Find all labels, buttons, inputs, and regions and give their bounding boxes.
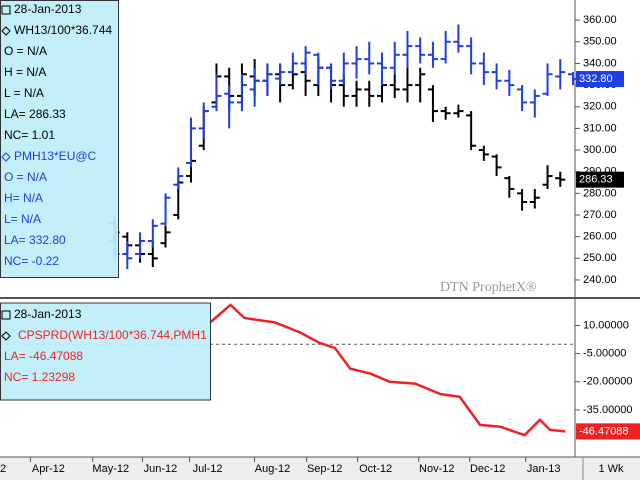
y-tick-label: -20.00000 (583, 376, 633, 388)
interval-label: 1 Wk (598, 463, 624, 475)
last-value-box (576, 71, 624, 88)
legend-name: CPSPRD(WH13/100*36.744,PMH1 (18, 328, 207, 342)
x-tick-label: Oct-12 (359, 463, 392, 475)
legend-info: O = N/A (4, 44, 47, 58)
x-tick-label: Jul-12 (193, 463, 223, 475)
y-tick-label: 270.00 (583, 209, 617, 221)
legend-info: H = N/A (4, 65, 46, 79)
legend-info: NC= -0.22 (4, 254, 59, 268)
legend-date: 28-Jan-2013 (14, 2, 82, 16)
spread-line (209, 303, 566, 437)
y-tick-label: 10.00000 (583, 319, 629, 331)
x-tick-label: May-12 (92, 463, 129, 475)
date-icon (1, 5, 11, 15)
legend-info: O = N/A (4, 170, 47, 184)
y-tick-label: 260.00 (583, 231, 617, 243)
legend-name: PMH13*EU@C (14, 149, 97, 163)
last-value-box (576, 171, 624, 188)
y-tick-label: -35.00000 (583, 404, 633, 416)
y-tick-label: -5.00000 (583, 348, 626, 360)
legend-info: LA= -46.47088 (4, 349, 83, 363)
last-value-label: 286.33 (579, 174, 613, 186)
legend-icon (1, 152, 11, 162)
date-icon (1, 310, 11, 320)
last-value-label: -46.47088 (579, 425, 629, 437)
legend-box (0, 302, 211, 401)
legend-info: H= N/A (4, 191, 43, 205)
legend-icon (1, 331, 11, 341)
x-tick-label: Sep-12 (307, 463, 342, 475)
y-tick-label: 320.00 (583, 101, 617, 113)
legend-box (0, 0, 119, 278)
y-tick-label: 350.00 (583, 36, 617, 48)
legend: 28-Jan-2013 WH13/100*36.744 O = N/A H = N/A… (0, 0, 119, 278)
plot: 360.00350.00340.00330.00320.00310.00300.… (0, 14, 633, 475)
y-tick-label: 310.00 (583, 122, 617, 134)
legend-info: NC= 1.01 (4, 128, 55, 142)
legend-icon (1, 26, 11, 36)
y-tick-label: 360.00 (583, 14, 617, 26)
legend-info: NC= 1.23298 (4, 370, 75, 384)
x-tick-label: Jun-12 (144, 463, 178, 475)
x-tick-label: Apr-12 (32, 463, 65, 475)
legend-info: LA= 332.80 (4, 233, 66, 247)
legend-info: LA= 286.33 (4, 107, 66, 121)
legend-date: 28-Jan-2013 (14, 307, 82, 321)
last-value-box (576, 423, 640, 440)
legend-name: WH13/100*36.744 (14, 23, 112, 37)
x-tick-label: 2 (0, 463, 6, 475)
x-tick-label: Aug-12 (255, 463, 290, 475)
y-tick-label: 280.00 (583, 187, 617, 199)
y-tick-label: 300.00 (583, 144, 617, 156)
y-tick-label: 250.00 (583, 252, 617, 264)
last-value-label: 332.80 (579, 73, 613, 85)
y-tick-label: 340.00 (583, 57, 617, 69)
x-tick-label: Dec-12 (470, 463, 505, 475)
x-tick-label: Jan-13 (527, 463, 561, 475)
y-tick-label: 240.00 (583, 274, 617, 286)
legend-info: L= N/A (4, 212, 41, 226)
legend-info: L = N/A (4, 86, 44, 100)
x-axis-band (0, 457, 640, 480)
legend: 28-Jan-2013 CPSPRD(WH13/100*36.744,PMH1 LA… (0, 302, 211, 401)
watermark: DTN ProphetX® (440, 280, 537, 295)
x-tick-label: Nov-12 (419, 463, 454, 475)
